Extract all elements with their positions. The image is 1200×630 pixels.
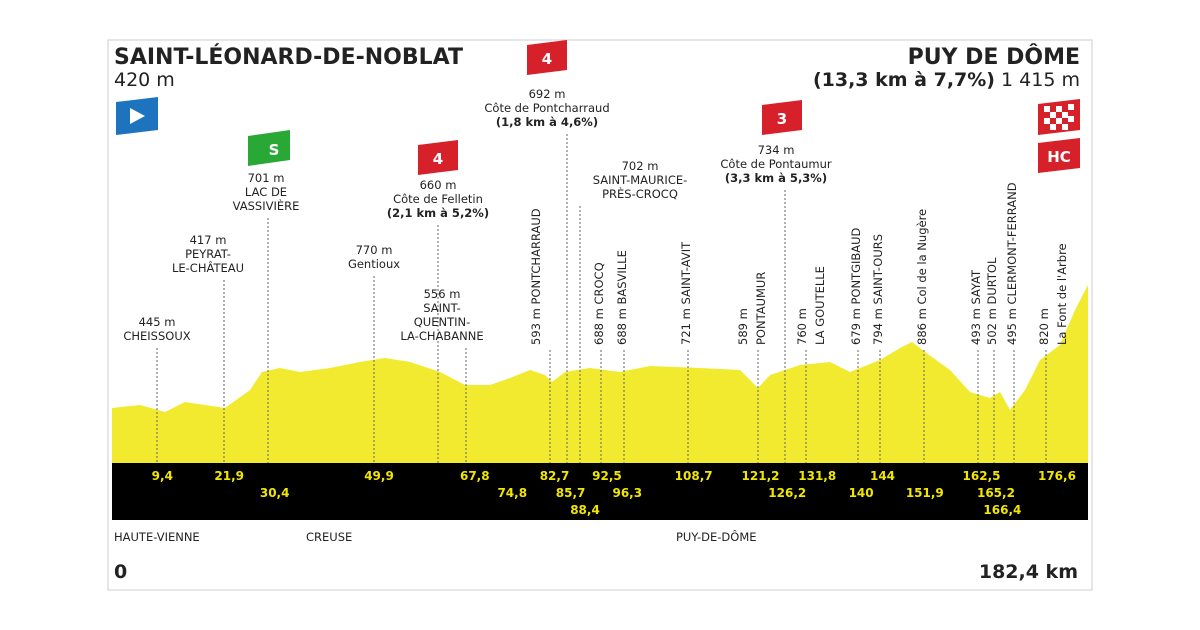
waypoint-label: 794 m SAINT-OURS: [871, 234, 885, 345]
waypoint-label: 445 m: [139, 315, 176, 329]
waypoint-label: SAINT-: [423, 301, 461, 315]
waypoint-label: 721 m SAINT-AVIT: [679, 241, 693, 345]
waypoint-label: 417 m: [190, 233, 227, 247]
hc-icon: [1038, 138, 1080, 173]
waypoint-label: 770 m: [356, 243, 393, 257]
waypoint-label: LA GOUTELLE: [813, 266, 827, 345]
waypoint-label: Côte de Felletin: [393, 192, 483, 206]
waypoint-label: 589 m: [736, 308, 750, 345]
waypoint-label: 760 m: [795, 308, 809, 345]
sprint-icon: [248, 130, 290, 166]
km-marker: 9,4: [152, 469, 173, 483]
hc-label: HC: [1047, 148, 1071, 166]
km-marker: 151,9: [906, 486, 944, 500]
sprint-label: S: [269, 141, 280, 159]
waypoint-label: CHEISSOUX: [123, 329, 190, 343]
climb-icon: [527, 40, 567, 75]
waypoint-label: (2,1 km à 5,2%): [387, 206, 489, 220]
km-marker: 126,2: [768, 486, 806, 500]
climb-category: 4: [433, 150, 443, 168]
km-marker: 96,3: [612, 486, 642, 500]
department: CREUSE: [306, 530, 352, 544]
waypoint-label: 495 m CLERMONT-FERRAND: [1005, 182, 1019, 345]
km-marker: 21,9: [214, 469, 244, 483]
waypoint-label: 820 m: [1037, 308, 1051, 345]
km-marker: 30,4: [260, 486, 290, 500]
frame: [107, 39, 1093, 591]
waypoint-label: 679 m PONTGIBAUD: [849, 227, 863, 345]
km-marker: 162,5: [963, 469, 1001, 483]
waypoint-label: LE-CHÂTEAU: [172, 260, 244, 275]
waypoint-label: PRÈS-CROCQ: [602, 186, 678, 201]
start-altitude: 420 m: [114, 69, 175, 91]
finish-info: (13,3 km à 7,7%) 1 415 m: [813, 69, 1080, 91]
km-band: [112, 463, 1088, 520]
waypoint-label: 556 m: [424, 287, 461, 301]
waypoint-label: (1,8 km à 4,6%): [496, 115, 598, 129]
km-marker: 108,7: [675, 469, 713, 483]
waypoint-label: (3,3 km à 5,3%): [725, 171, 827, 185]
waypoint-label: LAC DE: [245, 185, 287, 199]
waypoint-label: 692 m: [529, 87, 566, 101]
waypoint-label: Côte de Pontaumur: [720, 157, 832, 171]
waypoint-label: SAINT-MAURICE-: [593, 173, 688, 187]
waypoint-label: Gentioux: [348, 257, 400, 271]
waypoint-label: 493 m SAYAT: [969, 269, 983, 345]
waypoint-label: PONTAUMUR: [754, 272, 768, 345]
km-marker: 121,2: [742, 469, 780, 483]
km-marker: 131,8: [798, 469, 836, 483]
elevation-profile: [112, 285, 1088, 463]
department: PUY-DE-DÔME: [676, 529, 757, 544]
department: HAUTE-VIENNE: [114, 530, 200, 544]
km-marker: 176,6: [1038, 469, 1076, 483]
km-marker: 82,7: [540, 469, 570, 483]
km-marker: 74,8: [497, 486, 527, 500]
km-marker: 49,9: [364, 469, 394, 483]
climb-icon: [762, 100, 802, 135]
finish-name: PUY DE DÔME: [908, 44, 1080, 70]
km-marker: 140: [849, 486, 874, 500]
waypoint-label: 702 m: [622, 159, 659, 173]
km-marker: 85,7: [556, 486, 586, 500]
distance-start: 0: [114, 561, 127, 583]
km-marker: 67,8: [460, 469, 490, 483]
waypoint-label: Côte de Pontcharraud: [484, 101, 609, 115]
waypoint-label: 701 m: [248, 171, 285, 185]
waypoint-label: 886 m Col de la Nugère: [915, 209, 929, 345]
finish-altitude: 1 415 m: [1001, 69, 1080, 91]
waypoint-label: 688 m BASVILLE: [615, 250, 629, 345]
climb-category: 4: [542, 50, 552, 68]
km-marker: 166,4: [983, 503, 1021, 517]
waypoint-label: 593 m PONTCHARRAUD: [529, 208, 543, 345]
waypoint-label: VASSIVIÈRE: [233, 198, 300, 213]
finish-flag: [1038, 99, 1080, 135]
km-marker: 144: [870, 469, 895, 483]
waypoint-label: PEYRAT-: [185, 247, 231, 261]
climb-category: 3: [777, 110, 787, 128]
km-marker: 92,5: [592, 469, 622, 483]
waypoint-label: 734 m: [758, 143, 795, 157]
climb-icon: [418, 140, 458, 175]
finish-climb: (13,3 km à 7,7%): [813, 69, 995, 91]
waypoint-label: QUENTIN-: [414, 315, 471, 329]
start-arrow: [130, 108, 145, 124]
waypoint-label: LA-CHABANNE: [400, 329, 483, 343]
waypoint-label: 502 m DURTOL: [985, 257, 999, 345]
km-marker: 165,2: [977, 486, 1015, 500]
waypoint-label: 688 m CROCQ: [592, 262, 606, 345]
waypoint-label: La Font de l'Arbre: [1055, 243, 1069, 345]
waypoint-label: 660 m: [420, 178, 457, 192]
km-marker: 88,4: [570, 503, 600, 517]
distance-total: 182,4 km: [979, 561, 1078, 583]
start-name: SAINT-LÉONARD-DE-NOBLAT: [114, 44, 463, 70]
